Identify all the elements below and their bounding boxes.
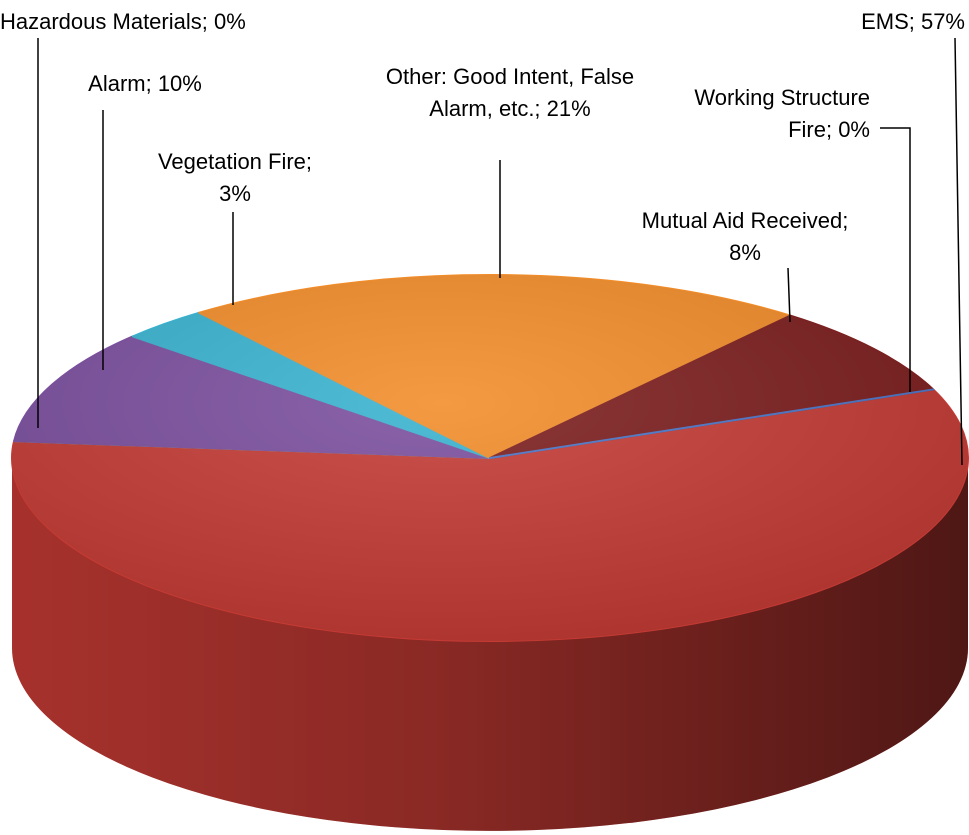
leader-line — [787, 267, 791, 323]
data-label: EMS; 57% — [861, 9, 965, 34]
slice-side-shade — [12, 458, 968, 831]
data-label: Mutual Aid Received; 8% — [641, 208, 849, 265]
data-label: Vegetation Fire; 3% — [157, 149, 313, 206]
leader-line — [954, 37, 963, 466]
data-label: Other: Good Intent, False Alarm, etc.; 2… — [385, 64, 635, 121]
data-label: Hazardous Materials; 0% — [0, 9, 246, 34]
leader-line — [880, 127, 911, 392]
data-label: Working Structure Fire; 0% — [694, 85, 870, 142]
top-shade — [12, 275, 968, 641]
data-label: Alarm; 10% — [88, 71, 202, 96]
